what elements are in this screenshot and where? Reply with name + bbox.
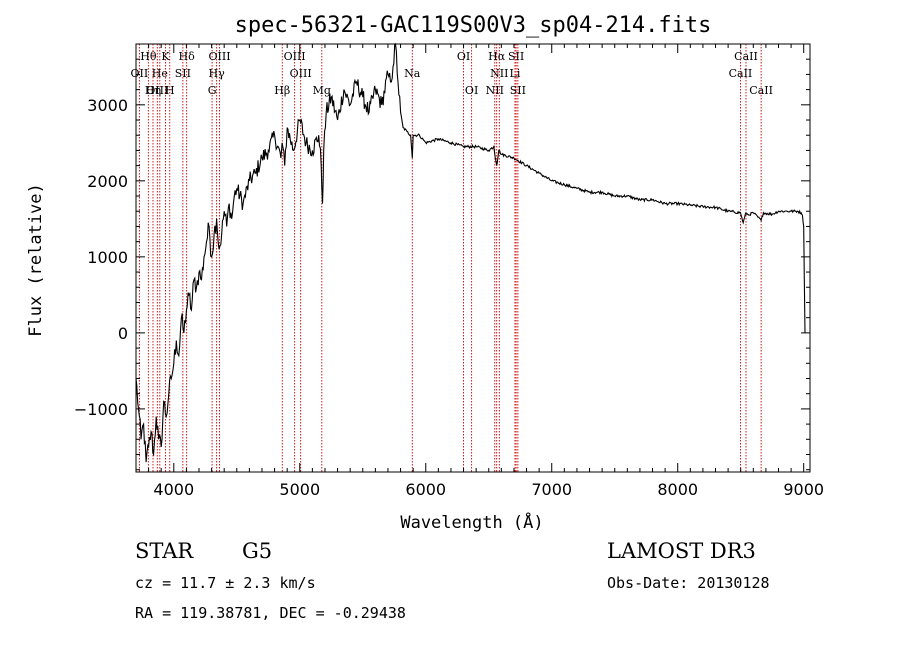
observation-date: Obs-Date: 20130128	[607, 574, 770, 592]
x-axis-label: Wavelength (Å)	[400, 511, 543, 533]
emission-line-markers	[138, 44, 762, 472]
chart-title: spec-56321-GAC119S00V3_sp04-214.fits	[235, 13, 712, 38]
plot-frame	[135, 43, 811, 473]
line-marker-label: Hη	[145, 84, 161, 97]
line-marker-label: Hγ	[209, 67, 226, 80]
line-marker-label: OIII	[290, 67, 312, 80]
line-marker-label: SII	[175, 67, 191, 80]
x-tick-label: 9000	[783, 480, 824, 499]
line-marker-label: Hα	[488, 50, 506, 63]
line-marker-label: CaII	[749, 84, 773, 97]
line-marker-label: NII	[490, 67, 508, 80]
x-tick-label: 7000	[531, 480, 572, 499]
line-marker-label: OII	[131, 67, 149, 80]
x-tick-label: 6000	[405, 480, 446, 499]
y-tick-label: 3000	[87, 96, 128, 115]
line-marker-label: He	[152, 67, 168, 80]
line-marker-label: Hδ	[179, 50, 196, 63]
x-tick-label: 5000	[279, 480, 320, 499]
line-marker-label: K	[161, 50, 170, 63]
line-marker-label: OIII	[284, 50, 306, 63]
line-marker-label: NII	[486, 84, 504, 97]
x-tick-label: 4000	[153, 480, 194, 499]
y-tick-labels: −1000 0 1000 2000 3000	[74, 96, 128, 419]
line-marker-label: CaII	[734, 50, 758, 63]
line-marker-label: SII	[508, 50, 524, 63]
spectrum-line	[135, 42, 806, 463]
y-tick-label: 0	[118, 324, 128, 343]
y-axis-label: Flux (relative)	[26, 183, 46, 337]
redshift-cz: cz = 11.7 ± 2.3 km/s	[135, 574, 316, 592]
x-tick-label: 8000	[657, 480, 698, 499]
line-marker-label: Na	[404, 67, 421, 80]
line-marker-label: Mg	[313, 84, 331, 97]
line-marker-label: Hβ	[274, 84, 290, 97]
x-tick-labels: 4000 5000 6000 7000 8000 9000	[153, 480, 824, 499]
y-tick-label: −1000	[74, 400, 128, 419]
line-marker-label: G	[208, 84, 217, 97]
line-marker-label: H	[165, 84, 175, 97]
line-marker-label: OIII	[146, 84, 168, 97]
line-marker-label: Li	[510, 67, 521, 80]
coordinates: RA = 119.38781, DEC = -0.29438	[135, 604, 406, 622]
axis-ticks	[135, 43, 810, 472]
line-marker-label: OI	[465, 84, 478, 97]
line-marker-label: CaII	[729, 67, 753, 80]
spectral-subclass: G5	[242, 539, 273, 563]
survey-name: LAMOST DR3	[607, 539, 756, 563]
line-marker-label: SII	[510, 84, 526, 97]
y-tick-label: 2000	[87, 172, 128, 191]
y-tick-label: 1000	[87, 248, 128, 267]
line-marker-label: OI	[457, 50, 470, 63]
line-marker-label: OIII	[208, 50, 230, 63]
object-class: STAR	[135, 539, 194, 563]
line-marker-label: Hθ	[140, 50, 157, 63]
